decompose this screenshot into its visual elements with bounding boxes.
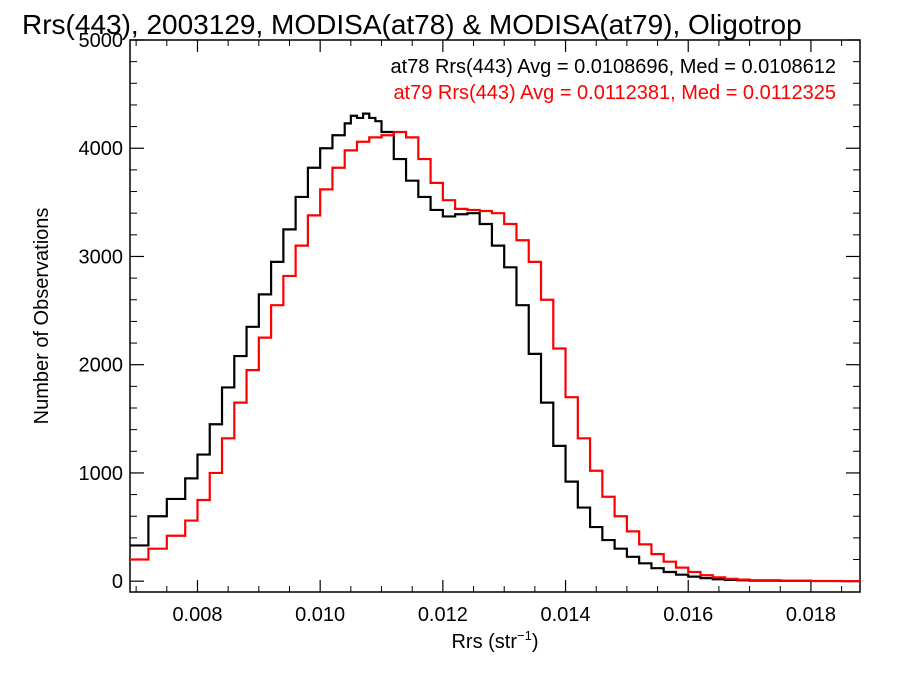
y-tick-label: 3000 (79, 246, 124, 268)
y-axis-ticks: 0 1000 2000 3000 4000 5000 (79, 30, 860, 593)
x-axis-label-main: Rrs (str (451, 631, 517, 653)
y-tick-label: 4000 (79, 138, 124, 160)
x-axis-ticks: 0.008 0.010 0.012 0.014 0.016 0.018 (135, 40, 843, 626)
chart-title: Rrs(443), 2003129, MODISA(at78) & MODISA… (22, 9, 802, 40)
x-tick-label: 0.014 (541, 604, 591, 626)
series-at79-line (130, 130, 862, 583)
x-tick-label: 0.008 (172, 604, 222, 626)
x-tick-label: 0.016 (663, 604, 713, 626)
series-at78-line (130, 112, 860, 583)
plot-frame (129, 39, 861, 593)
y-tick-label: 1000 (79, 463, 124, 485)
x-tick-label: 0.012 (418, 604, 468, 626)
x-tick-label: 0.018 (786, 604, 836, 626)
y-axis-label: Number of Observations (31, 208, 53, 425)
x-axis-label: Rrs (str−1) (451, 628, 538, 653)
annotation-at79: at79 Rrs(443) Avg = 0.0112381, Med = 0.0… (393, 82, 836, 104)
x-tick-label: 0.010 (295, 604, 345, 626)
series-layer (130, 112, 862, 583)
x-axis-label-superscript: −1 (517, 628, 532, 643)
y-tick-label: 5000 (79, 30, 124, 52)
y-tick-label: 0 (112, 571, 123, 593)
x-axis-label-close: ) (532, 631, 539, 653)
annotation-at78: at78 Rrs(443) Avg = 0.0108696, Med = 0.0… (390, 56, 836, 78)
y-tick-label: 2000 (79, 355, 124, 377)
